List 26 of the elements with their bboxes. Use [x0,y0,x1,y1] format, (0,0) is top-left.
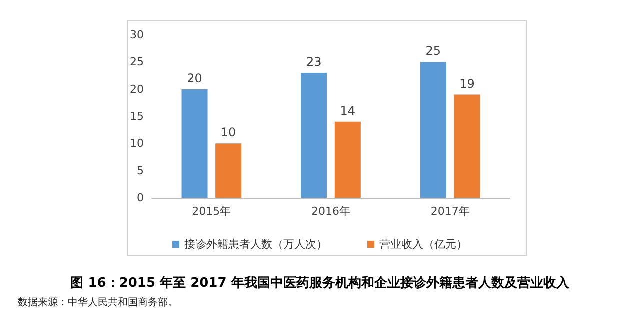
data-label: 14 [340,104,356,118]
bar [334,122,361,198]
x-tick-label: 2016年 [312,205,350,218]
y-tick-label: 5 [137,164,144,178]
source-note: 数据来源：中华人民共和国商务部。 [18,296,178,308]
y-tick-label: 0 [137,192,144,204]
y-tick-label: 30 [130,28,144,42]
data-label: 25 [426,44,442,58]
bar [454,94,480,198]
legend-label: 接诊外籍患者人数（万人次） [184,238,328,251]
data-label: 19 [460,76,475,91]
y-tick-label: 20 [130,82,144,96]
data-label: 23 [306,55,322,70]
bar [301,73,328,198]
legend-label: 营业收入（亿元） [380,238,468,251]
data-label: 20 [187,71,202,86]
y-tick-label: 10 [130,137,144,150]
bar [216,144,242,198]
y-tick-label: 25 [130,56,144,69]
y-tick-label: 15 [130,110,144,123]
bar [182,89,208,198]
x-tick-label: 2015年 [192,205,232,218]
data-label: 10 [220,126,236,140]
text: 图 16：2015 年至 2017 年我国中医药服务机构和企业接诊外籍患者人数及营业收入 [70,275,570,291]
x-tick-label: 2017年 [430,205,470,218]
bar [420,62,446,198]
